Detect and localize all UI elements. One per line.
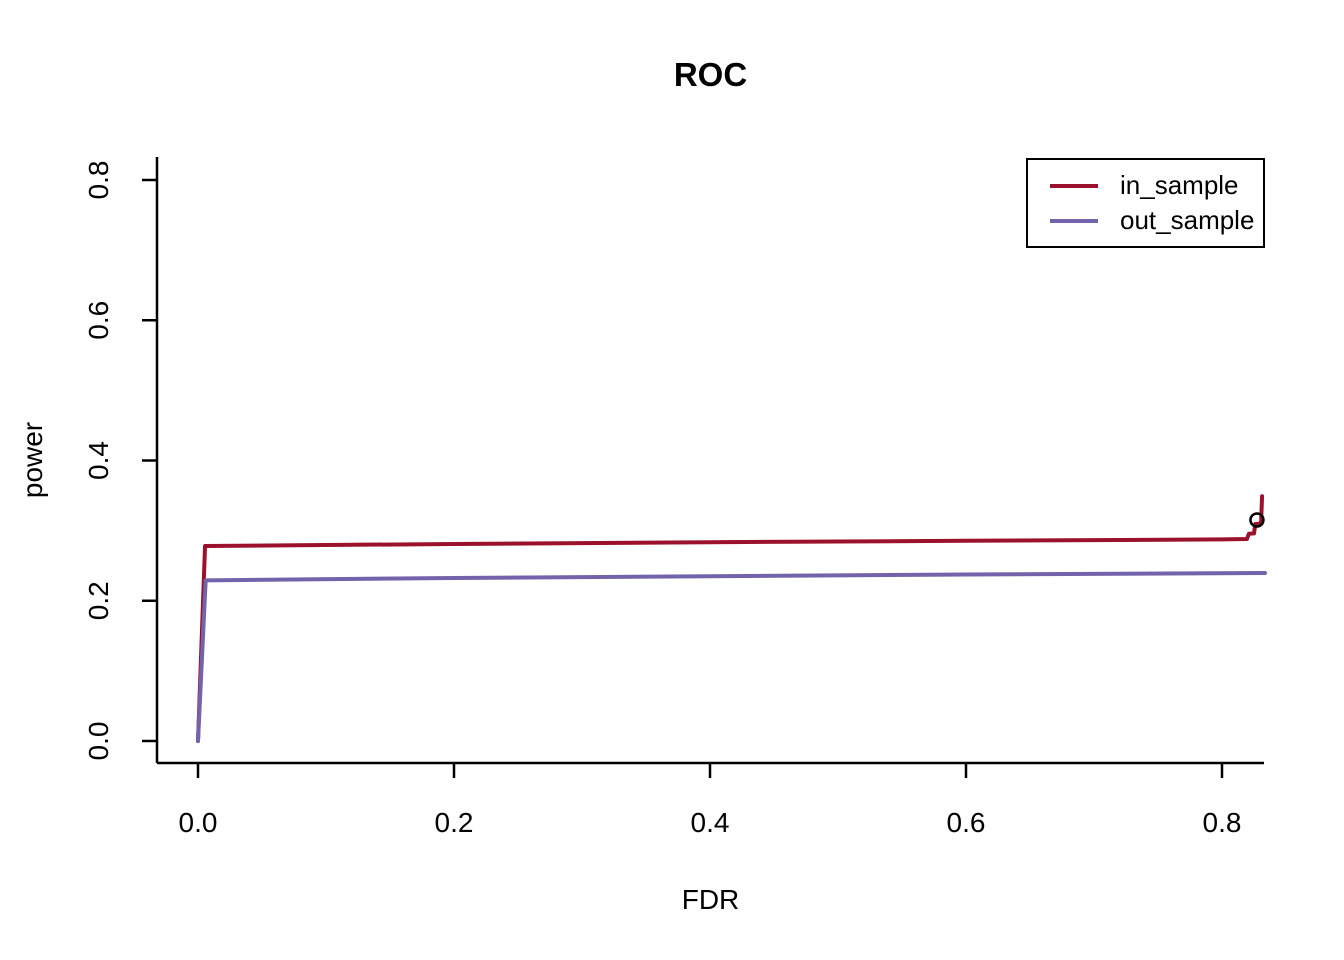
x-tick-label: 0.2 <box>435 807 474 838</box>
y-tick-label: 0.2 <box>83 581 114 620</box>
open-circle-marker <box>1249 512 1265 528</box>
x-tick-label: 0.6 <box>947 807 986 838</box>
series-line-out_sample <box>196 571 1268 743</box>
legend-item-in-sample: in_sample <box>1028 170 1263 200</box>
x-axis-title: FDR <box>681 884 740 915</box>
y-axis-title: power <box>17 421 48 499</box>
y-tick-label: 0.0 <box>83 722 114 761</box>
x-tick-label: 0.0 <box>179 807 218 838</box>
legend-label: out_sample <box>1120 205 1255 235</box>
series-line-in_sample <box>196 494 1265 743</box>
y-tick-label: 0.4 <box>83 441 114 480</box>
chart-title: ROC <box>673 56 748 93</box>
x-tick-label: 0.4 <box>691 807 730 838</box>
legend: in_sample out_sample <box>1026 158 1265 248</box>
legend-line-swatch-in-sample <box>1050 183 1098 188</box>
y-tick-label: 0.8 <box>83 161 114 200</box>
legend-item-out-sample: out_sample <box>1028 205 1263 235</box>
legend-line-swatch-out-sample <box>1050 218 1098 223</box>
legend-label: in_sample <box>1120 170 1239 200</box>
y-tick-label: 0.6 <box>83 301 114 340</box>
x-tick-label: 0.8 <box>1203 807 1242 838</box>
